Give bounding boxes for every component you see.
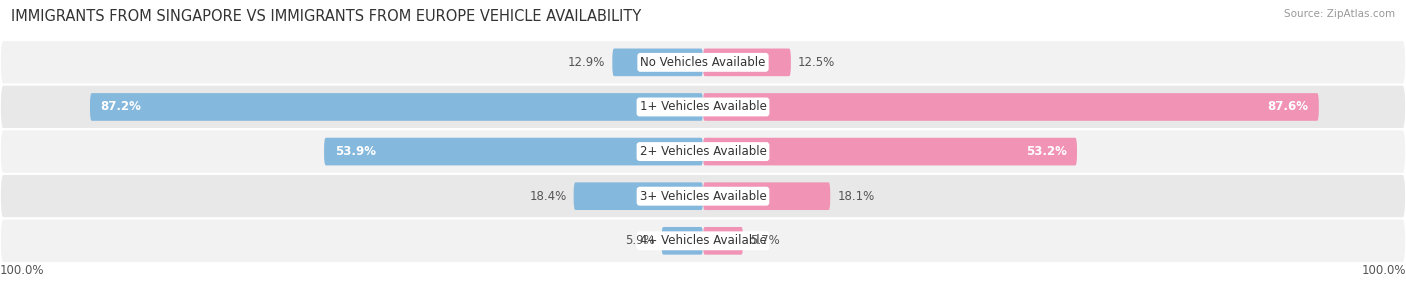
Text: 87.6%: 87.6% — [1267, 100, 1308, 114]
Text: No Vehicles Available: No Vehicles Available — [640, 56, 766, 69]
FancyBboxPatch shape — [90, 93, 703, 121]
FancyBboxPatch shape — [662, 227, 703, 255]
FancyBboxPatch shape — [323, 138, 703, 165]
FancyBboxPatch shape — [703, 93, 1319, 121]
Text: 18.4%: 18.4% — [530, 190, 567, 203]
FancyBboxPatch shape — [0, 129, 1406, 174]
Text: IMMIGRANTS FROM SINGAPORE VS IMMIGRANTS FROM EUROPE VEHICLE AVAILABILITY: IMMIGRANTS FROM SINGAPORE VS IMMIGRANTS … — [11, 9, 641, 23]
FancyBboxPatch shape — [0, 219, 1406, 263]
FancyBboxPatch shape — [0, 85, 1406, 129]
Text: 100.0%: 100.0% — [0, 264, 45, 277]
Text: 4+ Vehicles Available: 4+ Vehicles Available — [640, 234, 766, 247]
Text: 100.0%: 100.0% — [1361, 264, 1406, 277]
Text: 18.1%: 18.1% — [838, 190, 875, 203]
FancyBboxPatch shape — [703, 138, 1077, 165]
FancyBboxPatch shape — [703, 49, 790, 76]
Text: 12.5%: 12.5% — [799, 56, 835, 69]
Text: 53.9%: 53.9% — [335, 145, 375, 158]
Legend: Immigrants from Singapore, Immigrants from Europe: Immigrants from Singapore, Immigrants fr… — [516, 284, 890, 286]
FancyBboxPatch shape — [703, 227, 744, 255]
Text: 1+ Vehicles Available: 1+ Vehicles Available — [640, 100, 766, 114]
FancyBboxPatch shape — [703, 182, 830, 210]
Text: 5.9%: 5.9% — [624, 234, 654, 247]
Text: Source: ZipAtlas.com: Source: ZipAtlas.com — [1284, 9, 1395, 19]
FancyBboxPatch shape — [0, 174, 1406, 219]
FancyBboxPatch shape — [613, 49, 703, 76]
Text: 5.7%: 5.7% — [751, 234, 780, 247]
Text: 87.2%: 87.2% — [101, 100, 142, 114]
Text: 53.2%: 53.2% — [1025, 145, 1067, 158]
Text: 3+ Vehicles Available: 3+ Vehicles Available — [640, 190, 766, 203]
FancyBboxPatch shape — [574, 182, 703, 210]
Text: 2+ Vehicles Available: 2+ Vehicles Available — [640, 145, 766, 158]
Text: 12.9%: 12.9% — [568, 56, 606, 69]
FancyBboxPatch shape — [0, 40, 1406, 85]
